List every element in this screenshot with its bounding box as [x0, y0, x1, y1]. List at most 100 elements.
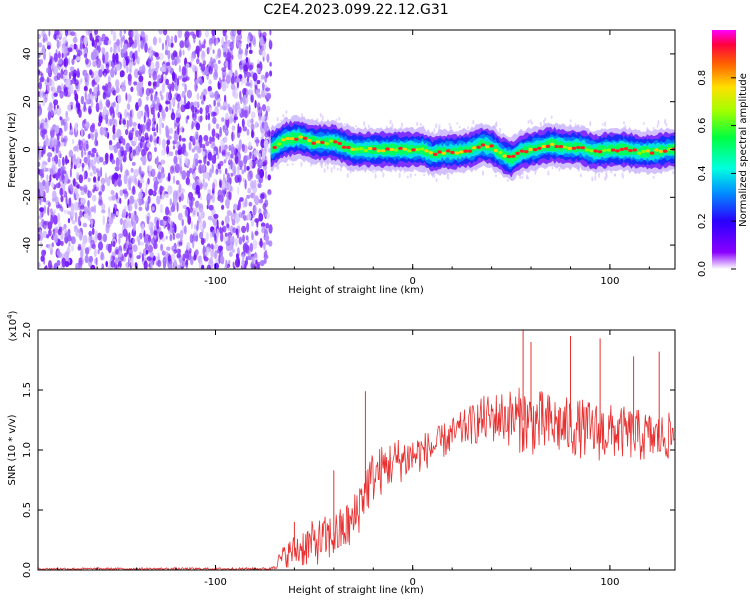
noise-cell	[163, 190, 166, 196]
noise-cell	[52, 215, 58, 225]
noise-cell	[55, 196, 59, 206]
noise-cell	[165, 62, 171, 67]
noise-cell	[117, 149, 122, 158]
noise-cell	[88, 255, 93, 263]
noise-cell	[147, 244, 153, 253]
speckle-cell	[391, 123, 394, 129]
noise-cell	[225, 152, 228, 161]
noise-cell	[206, 246, 210, 254]
noise-cell	[190, 220, 193, 230]
noise-cell	[82, 184, 88, 192]
noise-cell	[195, 45, 200, 55]
noise-cell	[68, 197, 72, 207]
noise-cell	[179, 229, 184, 240]
noise-cell	[192, 111, 195, 118]
noise-cell	[254, 100, 257, 109]
noise-cell	[171, 82, 175, 92]
noise-cell	[157, 111, 160, 119]
noise-cell	[230, 35, 236, 40]
noise-cell	[158, 137, 161, 146]
spectrogram-x-tick-label: -100	[204, 276, 227, 287]
noise-cell	[194, 70, 198, 80]
trace-core	[528, 147, 533, 151]
trace-core	[580, 146, 585, 150]
noise-cell	[204, 171, 209, 180]
noise-cell	[50, 80, 55, 88]
noise-cell	[113, 172, 119, 180]
noise-cell	[71, 69, 74, 77]
noise-cell	[80, 190, 85, 196]
noise-cell	[176, 57, 181, 64]
noise-cell	[205, 114, 208, 121]
noise-cell	[209, 230, 213, 239]
noise-cell	[230, 83, 236, 91]
noise-cell	[124, 252, 128, 257]
noise-cell	[85, 143, 89, 150]
noise-cell	[82, 222, 88, 228]
noise-cell	[221, 204, 225, 210]
noise-cell	[119, 113, 122, 120]
colorbar: 0.0 0.2 0.4 0.6 0.8 Normalized spectral ampl…	[697, 30, 749, 277]
speckle-cell	[363, 121, 366, 127]
noise-cell	[243, 263, 247, 269]
noise-cell	[65, 195, 68, 205]
noise-cell	[85, 58, 89, 65]
noise-cell	[157, 174, 162, 179]
speckle-cell	[594, 175, 597, 181]
noise-cell	[176, 110, 179, 118]
noise-cell	[132, 238, 135, 244]
noise-cell	[220, 232, 224, 242]
speckle-cell	[398, 172, 401, 179]
noise-cell	[81, 241, 86, 251]
noise-cell	[191, 105, 195, 113]
noise-cell	[250, 94, 254, 103]
trace-core	[554, 144, 559, 149]
trace-core	[302, 136, 308, 140]
trace-core	[276, 142, 282, 146]
noise-cell	[214, 90, 220, 101]
noise-cell	[127, 103, 131, 111]
noise-cell	[69, 122, 72, 131]
noise-cell	[199, 196, 203, 201]
noise-cell	[72, 178, 76, 187]
trace-core	[602, 148, 607, 152]
noise-cell	[101, 263, 104, 269]
noise-cell	[161, 122, 164, 129]
noise-cell	[97, 241, 104, 251]
noise-cell	[247, 89, 253, 96]
noise-cell	[145, 199, 148, 208]
noise-cell	[122, 228, 128, 237]
noise-cell	[225, 60, 229, 68]
noise-cell	[132, 244, 138, 252]
noise-cell	[87, 205, 91, 217]
noise-cell	[230, 172, 234, 177]
noise-cell	[123, 150, 127, 156]
noise-cell	[221, 36, 224, 46]
noise-cell	[202, 88, 208, 96]
noise-cell	[224, 215, 230, 225]
snr-scale-close: )	[8, 310, 19, 314]
noise-cell	[116, 63, 121, 72]
noise-cell	[56, 104, 59, 109]
noise-cell	[103, 126, 106, 137]
noise-cell	[263, 139, 269, 149]
noise-cell	[111, 251, 117, 257]
snr-x-tick-label: 0	[410, 577, 416, 588]
noise-cell	[203, 154, 207, 165]
noise-cell	[172, 233, 176, 241]
speckle-cell	[456, 122, 459, 125]
trace-core	[476, 145, 481, 149]
trace-core	[311, 141, 316, 145]
noise-cell	[77, 231, 80, 238]
noise-cell	[107, 81, 112, 89]
speckle-cell	[621, 172, 624, 176]
noise-cell	[189, 31, 195, 36]
noise-cell	[153, 131, 157, 137]
noise-cell	[90, 100, 94, 108]
noise-cell	[46, 180, 50, 189]
trace-core	[363, 148, 368, 153]
speckle-cell	[527, 176, 530, 180]
trace-core	[372, 147, 377, 151]
noise-cell	[199, 141, 203, 148]
spectrogram-y-tick-label: 20	[22, 95, 33, 108]
